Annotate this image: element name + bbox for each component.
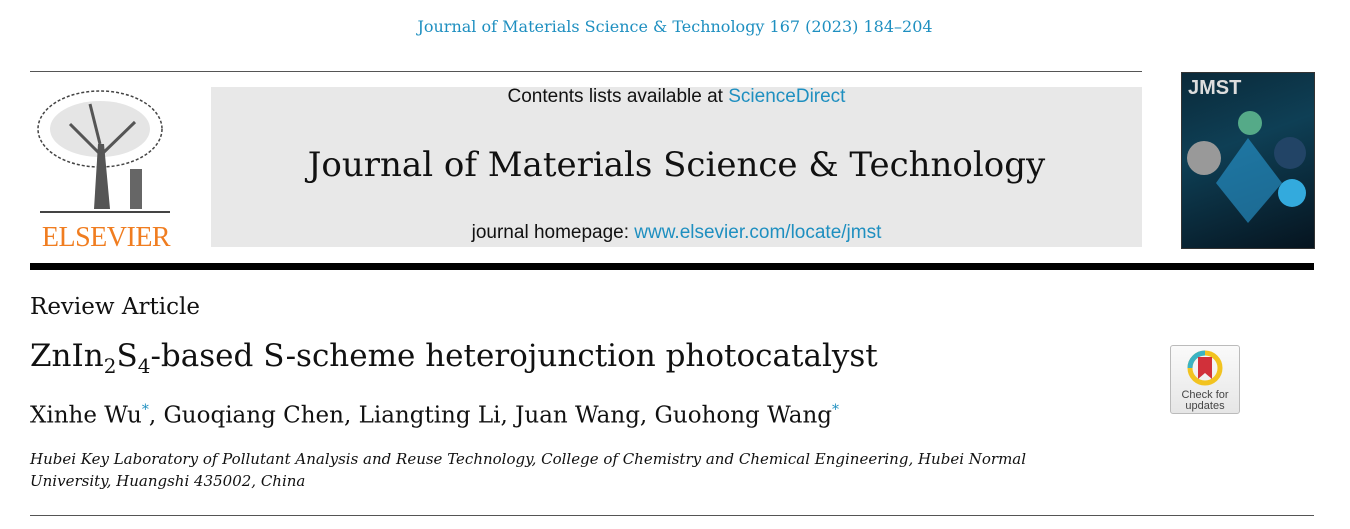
journal-banner: Contents lists available at ScienceDirec…: [211, 86, 1142, 247]
cover-title: JMST: [1188, 77, 1242, 99]
crossmark-icon: [1187, 350, 1223, 386]
homepage-link[interactable]: www.elsevier.com/locate/jmst: [634, 222, 882, 243]
journal-title: Journal of Materials Science & Technolog…: [307, 145, 1046, 185]
badge-line1: Check for: [1181, 389, 1229, 401]
author[interactable]: Juan Wang: [515, 402, 640, 429]
author[interactable]: Guohong Wang: [654, 402, 832, 429]
author-list: Xinhe Wu*, Guoqiang Chen, Liangting Li, …: [30, 402, 839, 429]
article-type: Review Article: [30, 294, 200, 320]
journal-cover-image[interactable]: JMST: [1181, 72, 1315, 249]
author[interactable]: Liangting Li: [358, 402, 501, 429]
bottom-rule: [30, 515, 1314, 516]
badge-line2: updates: [1185, 400, 1225, 412]
sciencedirect-link[interactable]: ScienceDirect: [728, 86, 846, 107]
homepage-prefix: journal homepage:: [471, 222, 635, 243]
contents-line: Contents lists available at ScienceDirec…: [211, 86, 1142, 108]
elsevier-wordmark: ELSEVIER: [41, 222, 171, 253]
article-title: ZnIn2S4-based S-scheme heterojunction ph…: [30, 338, 878, 379]
author[interactable]: Guoqiang Chen: [163, 402, 344, 429]
elsevier-tree-logo[interactable]: [30, 84, 182, 250]
check-for-updates-button[interactable]: Check for updates: [1170, 345, 1240, 414]
author[interactable]: Xinhe Wu: [30, 402, 142, 429]
contents-prefix: Contents lists available at: [507, 86, 729, 107]
header-bar: [30, 263, 1314, 270]
affiliation: Hubei Key Laboratory of Pollutant Analys…: [30, 450, 1027, 490]
corresponding-mark[interactable]: *: [141, 402, 149, 418]
corresponding-mark[interactable]: *: [831, 402, 839, 418]
top-rule: [30, 71, 1142, 72]
homepage-line: journal homepage: www.elsevier.com/locat…: [211, 222, 1142, 244]
journal-reference[interactable]: Journal of Materials Science & Technolog…: [417, 17, 933, 36]
